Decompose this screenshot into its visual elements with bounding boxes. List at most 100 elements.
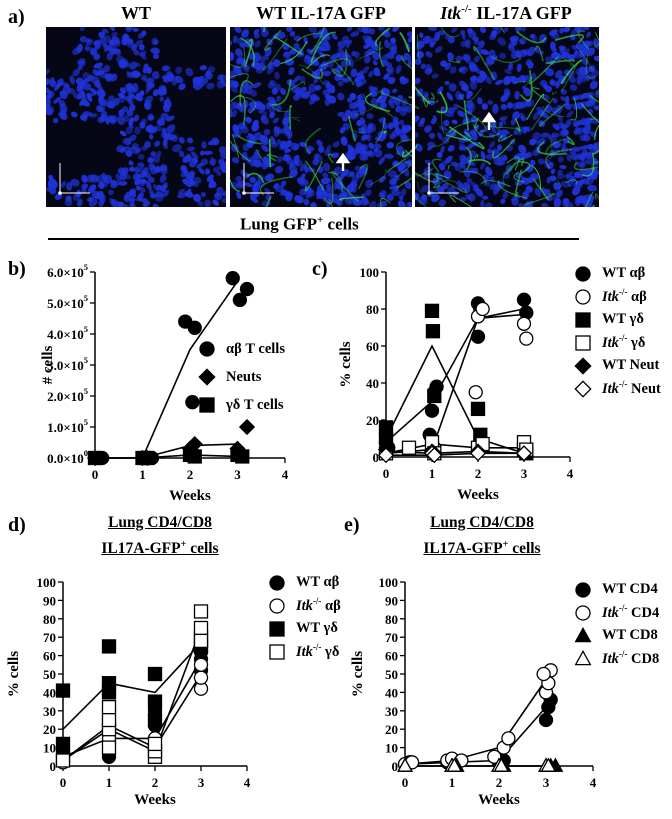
section-title-pre: Lung GFP (240, 214, 317, 234)
x-tick-label: 3 (543, 775, 550, 790)
series-line-1 (62, 673, 202, 762)
data-point-0 (239, 281, 255, 297)
legend-marker-icon (574, 356, 592, 375)
y-axis-label: # cells (40, 345, 56, 384)
y-tick-label: 100 (360, 265, 380, 280)
legend-marker (574, 379, 592, 398)
y-axis-label: % cells (338, 341, 354, 387)
legend-marker-icon (199, 341, 215, 357)
y-tick-label: 0 (50, 759, 57, 774)
x-axis-label: Weeks (457, 487, 499, 503)
data-point-1 (487, 749, 502, 764)
data-point-3 (540, 757, 557, 772)
series-line-0 (385, 308, 525, 443)
x-tick-label: 3 (198, 775, 205, 790)
legend-marker (199, 397, 215, 413)
legend-marker (199, 341, 215, 357)
y-tick-label: 60 (366, 339, 379, 354)
data-point-3 (193, 604, 209, 619)
panel-e-title-line1: Lung CD4/CD8 (430, 514, 534, 531)
x-tick-label: 4 (282, 467, 289, 482)
legend-label: αβ T cells (226, 340, 285, 357)
y-tick-label: 0 (392, 759, 399, 774)
legend-marker-icon (575, 265, 591, 282)
legend-label: Itk-/- αβ (602, 287, 647, 305)
data-point-1 (501, 731, 516, 746)
micrograph-2-title-text: WT IL-17A GFP (256, 3, 386, 23)
y-tick-label: 30 (385, 704, 398, 719)
legend-label: WT Neut (602, 357, 660, 373)
legend-marker-icon (575, 604, 591, 621)
legend-marker-icon (574, 649, 592, 665)
legend-item: WT γδ (267, 617, 341, 640)
panel-d-title-line2-pre: IL17A-GFP (101, 540, 181, 558)
series-line-5 (386, 452, 524, 456)
legend-item: Itk-/- CD4 (573, 601, 659, 624)
x-tick-label: 4 (567, 466, 574, 481)
panel-e-title-line2-pre: IL17A-GFP (423, 540, 503, 558)
panel-d-title-line2: IL17A-GFP+ cells (80, 534, 240, 560)
data-point-0 (470, 329, 486, 344)
legend-marker-icon (269, 643, 285, 660)
data-point-0 (225, 271, 240, 286)
y-tick-label: 60 (385, 649, 398, 664)
series-line-3 (62, 627, 202, 762)
legend-item: Itk-/- γδ (573, 331, 661, 354)
y-tick-label: 10 (385, 741, 398, 756)
data-point-2 (427, 388, 442, 404)
x-axis-label: Weeks (478, 792, 520, 808)
legend-e: WT CD4 Itk-/- CD4 WT CD8 Itk-/- CD8 (573, 578, 659, 670)
x-tick-label: 0 (60, 775, 67, 790)
arrow-icon (481, 111, 497, 130)
y-tick-label: 50 (43, 667, 56, 682)
legend-item: Itk-/- αβ (573, 285, 661, 308)
y-tick-label: 40 (385, 685, 398, 700)
y-tick-label: 1.0×105 (47, 417, 88, 435)
legend-marker (575, 265, 591, 282)
y-tick-label: 40 (366, 376, 379, 391)
micrograph-wt-il17a-gfp (230, 27, 412, 207)
data-point-1 (536, 666, 551, 682)
legend-label: Itk-/- γδ (296, 642, 340, 660)
data-point-0 (232, 292, 248, 308)
legend-marker (269, 643, 285, 660)
legend-marker (575, 604, 591, 621)
data-point-3 (401, 440, 417, 455)
micrograph-1-title: WT (46, 3, 226, 24)
legend-label: γδ T cells (226, 396, 284, 413)
legend-label: WT αβ (296, 574, 340, 590)
x-tick-label: 0 (383, 466, 390, 481)
section-title-sup: + (317, 214, 324, 226)
y-tick-label: 90 (385, 593, 398, 608)
legend-marker-icon (575, 288, 591, 305)
data-point-1 (519, 331, 534, 346)
legend-marker (574, 356, 592, 375)
series-line-2 (385, 344, 525, 455)
panel-e-title: Lung CD4/CD8 IL17A-GFP+ cells (402, 512, 562, 560)
legend-label: Itk-/- CD8 (602, 649, 660, 667)
series-line-0 (404, 706, 547, 765)
y-tick-label: 4.0×105 (47, 324, 88, 342)
legend-marker-icon (198, 368, 216, 386)
legend-label: Itk-/- CD4 (602, 603, 660, 621)
legend-marker-icon (269, 620, 285, 637)
legend-marker (575, 581, 591, 598)
legend-item: Itk-/- Neut (573, 377, 661, 400)
y-tick-label: 80 (366, 302, 379, 317)
arrow-icon (335, 152, 351, 171)
series-line-1 (404, 679, 547, 765)
legend-marker (575, 288, 591, 305)
y-tick-label: 100 (37, 575, 57, 590)
y-axis-label: % cells (6, 651, 22, 697)
data-point-3 (193, 620, 209, 636)
micrograph-1-title-text: WT (120, 3, 151, 23)
y-tick-label: 20 (366, 413, 379, 428)
data-point-5 (515, 445, 533, 462)
y-tick-label: 6.0×105 (47, 262, 88, 280)
legend-label: Itk-/- αβ (296, 596, 341, 614)
legend-marker-icon (575, 581, 591, 598)
legend-marker (574, 649, 592, 665)
data-point-2 (140, 450, 155, 466)
panel-e-title-line2: IL17A-GFP+ cells (402, 534, 562, 560)
